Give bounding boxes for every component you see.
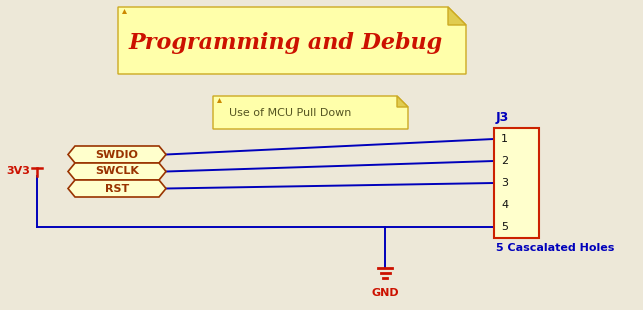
- Text: 5 Cascalated Holes: 5 Cascalated Holes: [496, 243, 614, 253]
- Polygon shape: [68, 180, 166, 197]
- Text: Programming and Debug: Programming and Debug: [129, 32, 443, 54]
- Polygon shape: [448, 7, 466, 25]
- Text: 5: 5: [501, 222, 508, 232]
- Text: SWCLK: SWCLK: [95, 166, 139, 176]
- Text: RST: RST: [105, 184, 129, 193]
- Text: 2: 2: [501, 156, 508, 166]
- Polygon shape: [68, 146, 166, 163]
- Text: 3V3: 3V3: [6, 166, 30, 176]
- Polygon shape: [68, 163, 166, 180]
- Polygon shape: [397, 96, 408, 107]
- Polygon shape: [217, 98, 222, 103]
- Text: SWDIO: SWDIO: [96, 149, 138, 160]
- Text: 1: 1: [501, 134, 508, 144]
- Polygon shape: [118, 7, 466, 74]
- Text: Use of MCU Pull Down: Use of MCU Pull Down: [229, 108, 351, 118]
- Text: J3: J3: [496, 111, 509, 124]
- Text: GND: GND: [371, 288, 399, 298]
- Text: 3: 3: [501, 178, 508, 188]
- Polygon shape: [213, 96, 408, 129]
- Polygon shape: [122, 9, 127, 14]
- Text: 4: 4: [501, 200, 508, 210]
- Bar: [494, 128, 539, 238]
